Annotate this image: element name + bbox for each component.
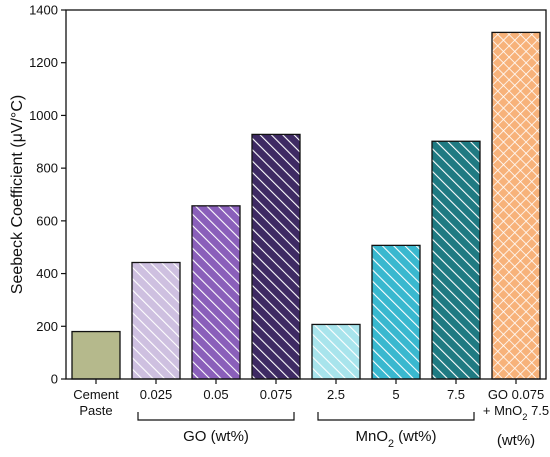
y-tick-label: 200 — [36, 319, 58, 334]
x-tick-label: Cement — [73, 387, 119, 402]
x-tick-label: 0.075 — [260, 387, 293, 402]
unit-note: (wt%) — [497, 432, 535, 449]
y-tick-label: 600 — [36, 213, 58, 228]
x-tick-label: Paste — [79, 403, 112, 418]
x-tick-label: 0.05 — [203, 387, 228, 402]
bar-hatch-3 — [252, 134, 300, 379]
x-tick-label: 2.5 — [327, 387, 345, 402]
x-tick-label: 0.025 — [140, 387, 173, 402]
plot-frame — [65, 9, 547, 380]
x-tick-label: 7.5 — [447, 387, 465, 402]
bar-0 — [72, 331, 120, 379]
group-bracket-0 — [137, 412, 295, 421]
bar-hatch-4 — [312, 324, 360, 379]
x-tick-label: GO 0.075 — [488, 387, 544, 402]
bar-hatch-7 — [492, 32, 540, 380]
bar-hatch-5 — [372, 245, 420, 379]
y-tick-label: 1000 — [29, 108, 58, 123]
y-tick-label: 1400 — [29, 3, 58, 18]
x-tick-label: 5 — [392, 387, 399, 402]
bar-hatch-6 — [432, 141, 480, 379]
y-axis-label: Seebeck Coefficient (μV/°C) — [9, 95, 26, 294]
y-tick-label: 0 — [51, 372, 58, 387]
bar-hatch-1 — [132, 262, 180, 379]
y-tick-label: 1200 — [29, 55, 58, 70]
bar-hatch-2 — [192, 205, 240, 379]
group-label-0: GO (wt%) — [183, 428, 249, 445]
y-tick-label: 400 — [36, 266, 58, 281]
x-tick-label: + MnO2 7.5 — [483, 403, 549, 422]
y-tick-label: 800 — [36, 161, 58, 176]
group-label-1: MnO2 (wt%) — [355, 428, 436, 450]
group-bracket-1 — [317, 412, 475, 421]
